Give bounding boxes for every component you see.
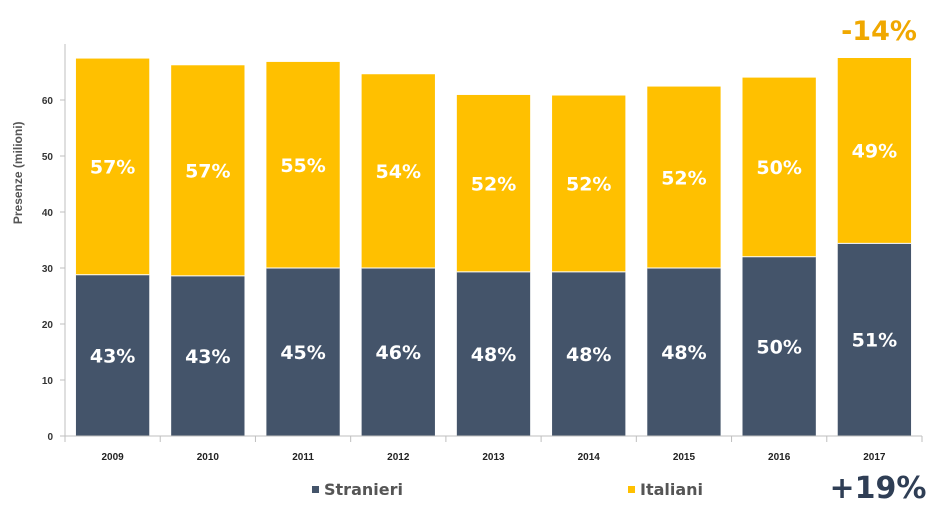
- data-label-italiani-2012: 54%: [376, 161, 421, 183]
- x-tick-label: 2011: [292, 452, 314, 463]
- data-label-italiani-2009: 57%: [90, 157, 135, 179]
- y-tick-label: 10: [42, 376, 54, 387]
- x-tick-label: 2015: [673, 452, 696, 463]
- annotation-stranieri-change: +19%: [830, 471, 927, 505]
- data-label-italiani-2015: 52%: [661, 167, 706, 189]
- data-label-italiani-2016: 50%: [756, 157, 801, 179]
- y-tick-label: 40: [42, 208, 54, 219]
- bar-stranieri-2016: [742, 256, 816, 436]
- bars: 43% 57% 43% 57% 45% 55% 46% 54% 48% 52% 48% 52% 48% 5…: [75, 58, 912, 436]
- x-tick-label: 2017: [863, 452, 886, 463]
- legend-swatch-stranieri: [312, 486, 319, 493]
- data-label-stranieri-2010: 43%: [185, 346, 230, 368]
- y-axis: 0 10 20 30 40 50 60: [42, 44, 66, 443]
- bar-italiani-2017: [837, 58, 912, 244]
- x-tick-label: 2012: [387, 452, 410, 463]
- data-label-italiani-2010: 57%: [185, 161, 230, 183]
- x-tick-label: 2010: [197, 452, 220, 463]
- bar-stranieri-2009: [75, 274, 150, 436]
- x-tick-label: 2013: [482, 452, 505, 463]
- x-axis: 2009 2010 2011 2012 2013 2014 2015 2016 2017: [64, 435, 923, 463]
- bar-italiani-2009: [75, 58, 150, 275]
- y-tick-label: 60: [42, 96, 54, 107]
- data-label-stranieri-2011: 45%: [280, 342, 325, 364]
- y-axis-label: Presenze (milioni): [11, 121, 25, 224]
- data-label-stranieri-2015: 48%: [661, 342, 706, 364]
- bar-stranieri-2013: [456, 271, 531, 436]
- data-label-stranieri-2016: 50%: [756, 336, 801, 358]
- bar-stranieri-2014: [552, 271, 626, 436]
- legend-swatch-italiani: [628, 486, 635, 493]
- data-label-italiani-2014: 52%: [566, 174, 611, 196]
- bar-italiani-2012: [361, 74, 435, 269]
- bar-italiani-2011: [266, 61, 340, 268]
- legend-label-stranieri: Stranieri: [324, 480, 403, 499]
- bar-italiani-2010: [171, 65, 245, 276]
- data-label-stranieri-2017: 51%: [852, 330, 897, 352]
- x-tick-label: 2014: [578, 452, 601, 463]
- bar-stranieri-2012: [361, 268, 435, 436]
- x-tick-label: 2016: [768, 452, 791, 463]
- legend-label-italiani: Italiani: [640, 480, 703, 499]
- bar-stranieri-2015: [647, 268, 721, 436]
- data-label-italiani-2011: 55%: [280, 155, 325, 177]
- bar-italiani-2015: [647, 86, 721, 268]
- x-tick-label: 2009: [101, 452, 124, 463]
- data-label-stranieri-2009: 43%: [90, 345, 135, 367]
- y-tick-label: 0: [47, 432, 53, 443]
- y-tick-label: 50: [42, 152, 54, 163]
- legend: Stranieri Italiani: [312, 480, 703, 499]
- data-label-italiani-2013: 52%: [471, 173, 516, 195]
- data-label-stranieri-2013: 48%: [471, 344, 516, 366]
- bar-italiani-2016: [742, 77, 816, 257]
- bar-italiani-2013: [456, 94, 531, 272]
- data-label-stranieri-2014: 48%: [566, 344, 611, 366]
- bar-stranieri-2010: [171, 275, 245, 436]
- data-label-stranieri-2012: 46%: [376, 342, 421, 364]
- y-tick-label: 20: [42, 320, 54, 331]
- bar-italiani-2014: [552, 95, 626, 272]
- bar-stranieri-2011: [266, 268, 340, 436]
- data-label-italiani-2017: 49%: [852, 141, 897, 163]
- bar-stranieri-2017: [837, 243, 912, 436]
- annotation-italiani-change: -14%: [841, 16, 917, 47]
- y-tick-label: 30: [42, 264, 54, 275]
